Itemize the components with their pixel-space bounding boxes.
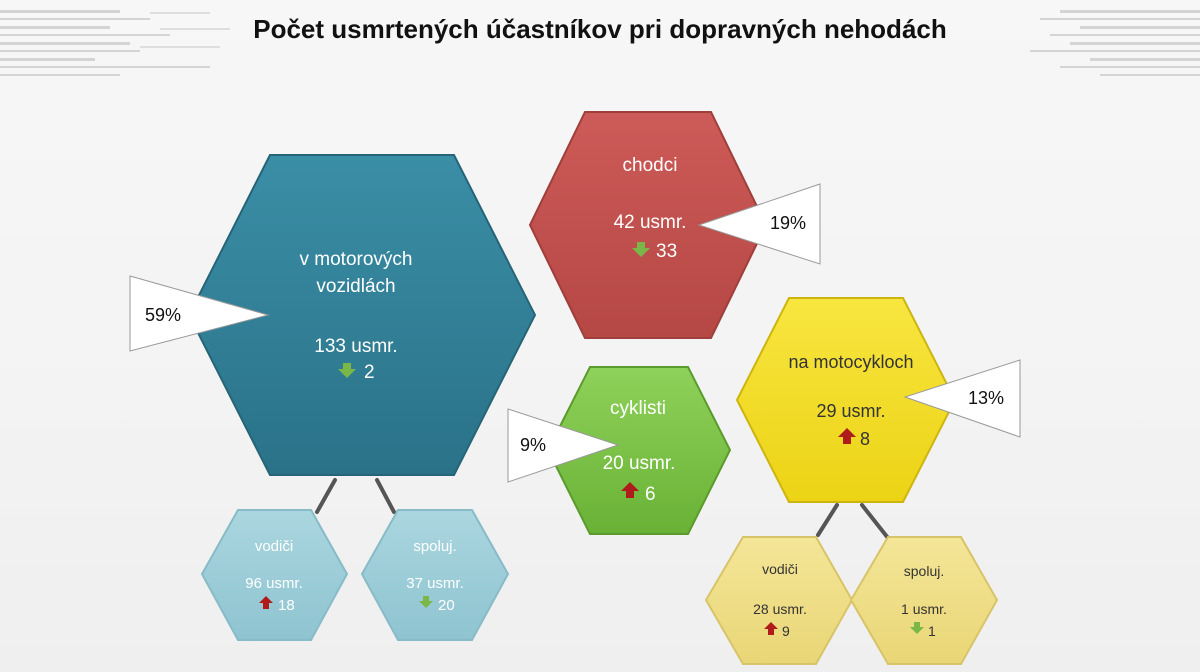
- moto-spoluj-change: 1: [928, 623, 936, 639]
- motor-change: 2: [364, 362, 375, 383]
- motor-vodici-change: 18: [278, 597, 295, 614]
- motor-vodici-label: vodiči: [255, 538, 293, 555]
- hexagon-moto-spoluj: [849, 536, 999, 665]
- moto-vodici-change: 9: [782, 623, 790, 639]
- motor-spoluj-value: 37 usmr.: [406, 575, 464, 592]
- chodci-value: 42 usmr.: [614, 212, 687, 233]
- connector-moto-spoluj: [860, 503, 890, 540]
- cyklisti-label: cyklisti: [610, 398, 666, 419]
- motor-label-line-2: vozidlách: [316, 276, 395, 297]
- cyklisti-value: 20 usmr.: [603, 453, 676, 474]
- moto-vodici-label: vodiči: [762, 561, 798, 577]
- arrow-down-icon: [419, 596, 433, 608]
- arrow-up-icon: [259, 596, 273, 609]
- motor-value: 133 usmr.: [314, 336, 397, 357]
- callout-motor-share: [129, 275, 270, 352]
- tire-track-texture-right: [1030, 10, 1200, 76]
- callout-moto-share: [903, 359, 1021, 438]
- motor-spoluj-label: spoluj.: [413, 538, 456, 555]
- arrow-up-icon: [838, 428, 856, 444]
- tire-track-texture-left: [0, 10, 230, 76]
- callout-cyklisti-share: [507, 408, 620, 483]
- hexagon-cyklisti: [546, 366, 732, 535]
- share-motor: 59%: [145, 305, 181, 325]
- moto-spoluj-label: spoluj.: [904, 563, 944, 579]
- arrow-down-icon: [632, 242, 650, 257]
- moto-value: 29 usmr.: [816, 401, 885, 421]
- moto-spoluj-value: 1 usmr.: [901, 601, 947, 617]
- motor-vodici-value: 96 usmr.: [245, 575, 303, 592]
- share-cyklisti: 9%: [520, 435, 546, 455]
- connector-motor-vodici: [315, 478, 337, 514]
- arrow-down-icon: [338, 363, 356, 378]
- hexagon-motor-vodici: [200, 509, 349, 641]
- connector-motor-spoluj: [375, 478, 396, 514]
- hexagon-motor-spoluj: [360, 509, 510, 641]
- moto-change: 8: [860, 429, 870, 449]
- moto-vodici-value: 28 usmr.: [753, 601, 807, 617]
- arrow-down-icon: [910, 622, 924, 634]
- cyklisti-change: 6: [645, 484, 656, 505]
- motor-label-line-1: v motorových: [300, 249, 413, 270]
- chodci-label: chodci: [623, 155, 678, 176]
- motor-spoluj-change: 20: [438, 597, 455, 614]
- share-chodci: 19%: [770, 213, 806, 233]
- connectors: [315, 478, 890, 540]
- share-moto: 13%: [968, 388, 1004, 408]
- page-title: Počet usmrtených účastníkov pri dopravný…: [253, 14, 947, 44]
- chodci-change: 33: [656, 241, 677, 262]
- callout-chodci-share: [697, 183, 821, 265]
- arrow-up-icon: [621, 482, 639, 498]
- connector-moto-vodici: [816, 503, 839, 537]
- arrow-up-icon: [764, 622, 778, 635]
- moto-label: na motocykloch: [788, 352, 913, 372]
- hexagon-motorove-vozidla: [187, 154, 537, 476]
